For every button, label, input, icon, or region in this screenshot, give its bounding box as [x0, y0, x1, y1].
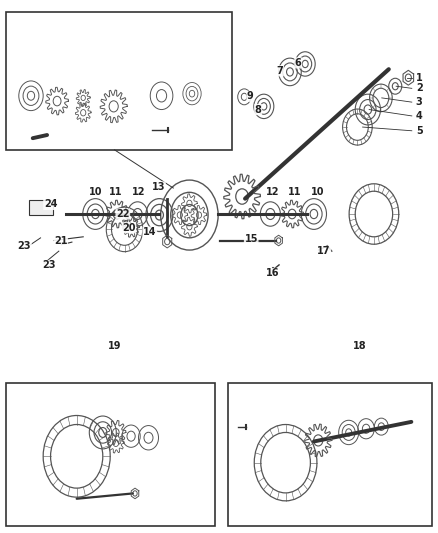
- Text: 5: 5: [416, 126, 423, 136]
- Text: 24: 24: [44, 199, 57, 209]
- Text: 11: 11: [287, 187, 301, 197]
- Text: 6: 6: [295, 58, 302, 68]
- Text: 22: 22: [116, 209, 130, 219]
- Text: 12: 12: [132, 187, 146, 197]
- Bar: [6, 12, 232, 150]
- Text: 16: 16: [266, 269, 279, 278]
- Text: 20: 20: [122, 223, 136, 233]
- Text: 10: 10: [88, 187, 102, 197]
- Text: 1: 1: [416, 72, 423, 83]
- Text: 12: 12: [266, 187, 279, 197]
- Text: 9: 9: [247, 91, 254, 101]
- Text: 15: 15: [244, 235, 258, 245]
- Text: 10: 10: [311, 187, 324, 197]
- Text: 19: 19: [108, 341, 122, 351]
- Text: 17: 17: [317, 246, 331, 256]
- Text: 21: 21: [54, 236, 67, 246]
- FancyBboxPatch shape: [29, 200, 53, 215]
- Text: 8: 8: [255, 104, 261, 115]
- Text: 2: 2: [416, 83, 423, 93]
- Text: 3: 3: [416, 97, 423, 107]
- Text: 23: 23: [18, 241, 31, 251]
- Text: 4: 4: [416, 111, 423, 121]
- Text: 7: 7: [276, 66, 283, 76]
- Text: 23: 23: [42, 261, 56, 270]
- Text: 14: 14: [143, 227, 156, 237]
- Text: 18: 18: [353, 341, 367, 351]
- Text: 13: 13: [152, 182, 165, 192]
- Bar: [6, 383, 215, 526]
- Bar: [228, 383, 432, 526]
- Text: 11: 11: [109, 187, 123, 197]
